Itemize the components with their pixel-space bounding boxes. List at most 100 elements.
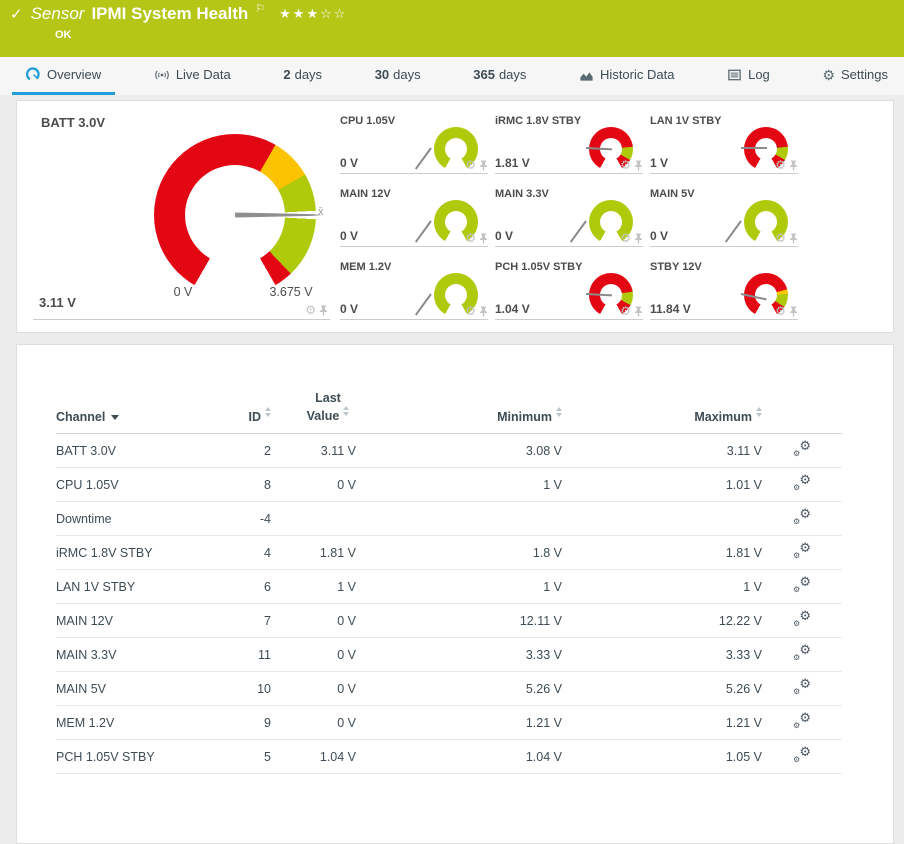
table-row[interactable]: LAN 1V STBY 6 1 V 1 V 1 V ⚙ ⚙ [56,569,842,604]
column-header-last-value[interactable]: Last Value [271,391,356,434]
sort-arrows-icon [265,407,271,417]
channel-settings-icon[interactable]: ⚙ ⚙ [793,676,811,696]
tab-30-days[interactable]: 30 days [374,67,421,82]
flag-icon[interactable]: ⚐ [255,2,266,15]
channel-settings-icon[interactable]: ⚙ ⚙ [793,438,811,458]
last-value-cell: 0 V [271,637,356,672]
channel-name-cell[interactable]: MAIN 3.3V [56,637,216,672]
tab-365-days[interactable]: 365 days [473,67,527,82]
column-header-actions [762,391,842,434]
gauge-title: STBY 12V [650,261,702,273]
gauge-cell[interactable]: MAIN 12V 0 V ⚙ [340,182,488,247]
table-row[interactable]: BATT 3.0V 2 3.11 V 3.08 V 3.11 V ⚙ ⚙ [56,433,842,468]
column-header-minimum[interactable]: Minimum [356,391,562,434]
gauge-cell[interactable]: MAIN 5V 0 V ⚙ [650,182,798,247]
gauge-cell[interactable]: STBY 12V 11.84 V ⚙ [650,255,798,320]
channel-table: Channel ID Last Value Minimum Maximum BA… [56,391,842,774]
main-gauge-cell[interactable]: BATT 3.0V x̄ 0 V 3.675 V 3.11 V ⚙ [33,109,330,320]
gauge-cell[interactable]: CPU 1.05V 0 V ⚙ [340,109,488,174]
tab-live-data[interactable]: Live Data [140,57,245,95]
gauge-settings-icon[interactable]: ⚙ [465,158,476,172]
main-gauge-needle [235,212,323,218]
channel-name-cell[interactable]: iRMC 1.8V STBY [56,535,216,570]
gauge-pin-icon[interactable] [479,306,488,317]
gauge-pin-icon[interactable] [634,233,643,244]
channel-id-cell: 2 [216,433,271,468]
tab-historic-data[interactable]: Historic Data [565,57,688,95]
sensor-status-badge: OK [55,29,72,41]
channel-settings-icon[interactable]: ⚙ ⚙ [793,574,811,594]
gauge-pin-icon[interactable] [634,306,643,317]
channel-name-cell[interactable]: BATT 3.0V [56,433,216,468]
channel-settings-icon[interactable]: ⚙ ⚙ [793,472,811,492]
tab-log[interactable]: Log [713,57,784,95]
column-header-id[interactable]: ID [216,391,271,434]
channel-settings-icon[interactable]: ⚙ ⚙ [793,744,811,764]
gauge-settings-icon[interactable]: ⚙ [620,158,631,172]
gauge-pin-icon[interactable] [789,306,798,317]
gauge-title: MAIN 5V [650,188,695,200]
gauge-cell[interactable]: iRMC 1.8V STBY 1.81 V ⚙ [495,109,643,174]
gauge-cell[interactable]: LAN 1V STBY 1 V ⚙ [650,109,798,174]
gauge-pin-icon[interactable] [319,305,328,316]
gauge-settings-icon[interactable]: ⚙ [620,304,631,318]
table-row[interactable]: Downtime -4 ⚙ ⚙ [56,501,842,536]
priority-stars[interactable]: ★★★☆☆ [279,6,348,21]
gauge-title: MAIN 3.3V [495,188,549,200]
gauge-pin-icon[interactable] [479,233,488,244]
channel-settings-icon[interactable]: ⚙ ⚙ [793,540,811,560]
gauge-value: 11.84 V [650,302,691,316]
minimum-cell: 12.11 V [356,603,562,638]
sort-arrows-icon [756,407,762,417]
column-header-maximum[interactable]: Maximum [562,391,762,434]
channel-id-cell: 9 [216,705,271,740]
channel-name-cell[interactable]: MEM 1.2V [56,705,216,740]
gauge-cell[interactable]: MAIN 3.3V 0 V ⚙ [495,182,643,247]
channel-name-cell[interactable]: PCH 1.05V STBY [56,739,216,774]
gauge-title: PCH 1.05V STBY [495,261,583,273]
table-row[interactable]: iRMC 1.8V STBY 4 1.81 V 1.8 V 1.81 V ⚙ ⚙ [56,535,842,570]
channel-name-cell[interactable]: MAIN 12V [56,603,216,638]
gauge-cell[interactable]: MEM 1.2V 0 V ⚙ [340,255,488,320]
table-row[interactable]: MAIN 5V 10 0 V 5.26 V 5.26 V ⚙ ⚙ [56,671,842,706]
channel-settings-icon[interactable]: ⚙ ⚙ [793,710,811,730]
gauge-settings-icon[interactable]: ⚙ [305,303,316,317]
tab-settings[interactable]: ⚙ Settings [822,66,888,83]
channel-table-body: BATT 3.0V 2 3.11 V 3.08 V 3.11 V ⚙ ⚙ CPU … [56,433,842,774]
gauge-settings-icon[interactable]: ⚙ [775,304,786,318]
gauge-pin-icon[interactable] [479,160,488,171]
gauge-settings-icon[interactable]: ⚙ [465,304,476,318]
maximum-cell [562,501,762,536]
table-row[interactable]: CPU 1.05V 8 0 V 1 V 1.01 V ⚙ ⚙ [56,467,842,502]
gauge-settings-icon[interactable]: ⚙ [775,158,786,172]
channel-settings-icon[interactable]: ⚙ ⚙ [793,608,811,628]
main-gauge-min-label: 0 V [173,285,193,299]
main-gauge-title: BATT 3.0V [41,115,106,130]
table-row[interactable]: MAIN 12V 7 0 V 12.11 V 12.22 V ⚙ ⚙ [56,603,842,638]
gauge-settings-icon[interactable]: ⚙ [620,231,631,245]
gauge-pin-icon[interactable] [789,233,798,244]
table-row[interactable]: MAIN 3.3V 11 0 V 3.33 V 3.33 V ⚙ ⚙ [56,637,842,672]
channel-name-cell[interactable]: LAN 1V STBY [56,569,216,604]
tab-overview[interactable]: Overview [12,57,116,95]
channel-name-cell[interactable]: Downtime [56,501,216,536]
sensor-type-label: Sensor [30,4,85,23]
gauge-settings-icon[interactable]: ⚙ [775,231,786,245]
table-row[interactable]: MEM 1.2V 9 0 V 1.21 V 1.21 V ⚙ ⚙ [56,705,842,740]
gauge-pin-icon[interactable] [634,160,643,171]
channel-settings-icon[interactable]: ⚙ ⚙ [793,642,811,662]
gauge-cell[interactable]: PCH 1.05V STBY 1.04 V ⚙ [495,255,643,320]
gauge-needle [741,147,767,149]
channel-settings-icon[interactable]: ⚙ ⚙ [793,506,811,526]
tab-2-days[interactable]: 2 days [283,67,323,82]
channel-id-cell: 11 [216,637,271,672]
channel-name-cell[interactable]: MAIN 5V [56,671,216,706]
table-row[interactable]: PCH 1.05V STBY 5 1.04 V 1.04 V 1.05 V ⚙ ⚙ [56,739,842,774]
sort-caret-icon [111,415,120,421]
gauge-pin-icon[interactable] [789,160,798,171]
main-gauge-value: 3.11 V [39,295,76,310]
gauge-settings-icon[interactable]: ⚙ [465,231,476,245]
gauge-ring [744,200,788,244]
column-header-channel[interactable]: Channel [56,391,216,434]
channel-name-cell[interactable]: CPU 1.05V [56,467,216,502]
